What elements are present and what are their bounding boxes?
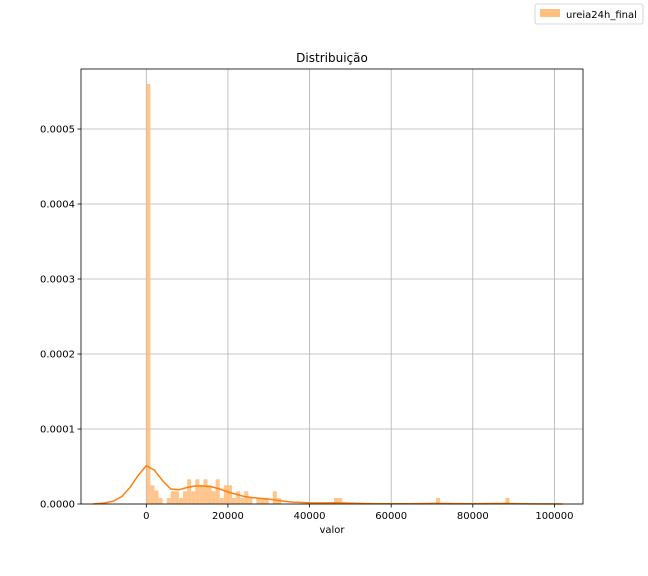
histogram-bar — [227, 485, 233, 504]
histogram-bar — [240, 498, 245, 504]
y-tick-label: 0.0002 — [40, 350, 75, 361]
y-tick-label: 0.0004 — [40, 200, 75, 211]
y-tick-label: 0.0000 — [40, 500, 75, 511]
histogram-bar — [264, 498, 269, 504]
histogram-bar — [338, 498, 343, 504]
x-tick-label: 40000 — [294, 511, 326, 522]
legend: ureia24h_final — [534, 3, 644, 25]
histogram-bar — [260, 498, 265, 504]
histogram-bar — [166, 498, 171, 504]
legend-box — [534, 3, 644, 25]
histogram-bar — [183, 491, 188, 504]
histogram-bar — [203, 479, 208, 504]
histogram-bar — [505, 498, 510, 504]
histogram-bars — [146, 84, 510, 504]
y-tick-label: 0.0005 — [40, 125, 75, 136]
legend-swatch — [540, 9, 560, 17]
histogram-bar — [150, 485, 155, 504]
histogram-bar — [195, 479, 200, 504]
x-tick-label: 100000 — [535, 511, 573, 522]
histogram-bar — [334, 498, 339, 504]
histogram-bar — [146, 84, 151, 504]
x-tick-label: 60000 — [375, 511, 407, 522]
legend-label: ureia24h_final — [566, 10, 637, 21]
histogram-bar — [219, 498, 224, 504]
histogram-bar — [215, 479, 220, 504]
x-tick-label: 80000 — [457, 511, 489, 522]
histogram-bar — [223, 485, 228, 504]
histogram-bar — [154, 490, 159, 504]
histogram-bar — [436, 498, 441, 504]
kde-line — [93, 464, 563, 505]
y-tick-label: 0.0001 — [40, 425, 75, 436]
histogram-bar — [248, 498, 253, 504]
y-tick-label: 0.0003 — [40, 275, 75, 286]
histogram-bar — [256, 498, 261, 504]
x-axis-ticks: 0 20000 40000 60000 80000 100000 — [143, 504, 574, 522]
grid-lines — [81, 69, 583, 505]
histogram-bar — [244, 491, 249, 504]
histogram-bar — [232, 498, 237, 504]
histogram-bar — [187, 479, 192, 504]
histogram-bar — [199, 485, 204, 504]
x-tick-label: 20000 — [212, 511, 244, 522]
histogram-bar — [211, 491, 216, 504]
x-axis-label: valor — [319, 525, 345, 536]
histogram-bar — [170, 491, 175, 504]
histogram-bar — [174, 491, 179, 504]
histogram-bar — [236, 491, 241, 504]
x-tick-label: 0 — [143, 511, 149, 522]
histogram-bar — [178, 498, 184, 504]
histogram-bar — [272, 491, 277, 504]
y-axis-ticks: 0.0000 0.0001 0.0002 0.0003 0.0004 0.0005 — [40, 125, 81, 511]
axes-frame — [80, 68, 584, 505]
kde-curve — [93, 464, 563, 505]
histogram-bar — [158, 498, 163, 504]
histogram-bar — [207, 485, 212, 504]
histogram-bar — [191, 491, 196, 504]
chart-title: Distribuição — [296, 51, 368, 65]
